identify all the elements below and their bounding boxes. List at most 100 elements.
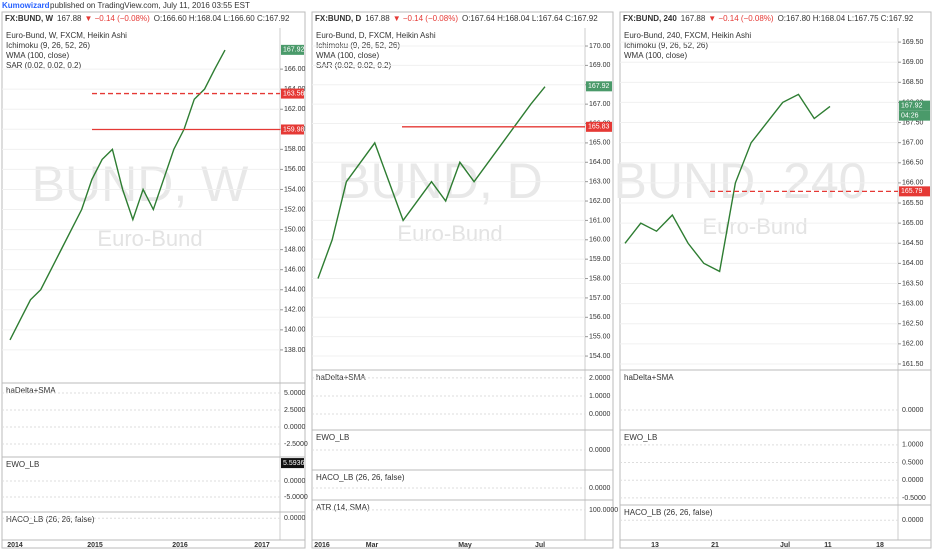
price-tag-label: 163.56 bbox=[283, 90, 305, 97]
ohlc: O:167.80 H:168.04 L:167.75 C:167.92 bbox=[778, 14, 914, 23]
y-tick-label: 169.00 bbox=[589, 62, 611, 69]
price-tag-label: 159.98 bbox=[283, 126, 305, 133]
y-tick-label: 100.0000 bbox=[589, 507, 618, 514]
y-tick-label: 0.0000 bbox=[284, 478, 306, 485]
pane-label: HACO_LB (26, 26, false) bbox=[624, 508, 713, 517]
y-tick-label: 138.00 bbox=[284, 347, 306, 354]
panel-frame bbox=[1, 11, 306, 549]
price-tag bbox=[281, 124, 304, 135]
y-tick-label: 154.00 bbox=[284, 186, 306, 193]
y-tick-label: 161.00 bbox=[589, 217, 611, 224]
price-line bbox=[9, 49, 226, 341]
price-tag-label: 167.92 bbox=[901, 102, 923, 109]
price-tag bbox=[899, 186, 930, 197]
last-price: 167.88 bbox=[57, 14, 82, 23]
y-tick-label: 170.00 bbox=[589, 43, 611, 50]
x-tick-label: 2016 bbox=[314, 542, 330, 549]
price-tag bbox=[281, 44, 304, 55]
pane-label: ATR (14, SMA) bbox=[316, 503, 370, 512]
x-tick-label: 21 bbox=[711, 542, 719, 549]
y-tick-label: 150.00 bbox=[284, 226, 306, 233]
author[interactable]: Kumowizard bbox=[2, 1, 50, 10]
y-tick-label: 165.00 bbox=[902, 220, 924, 227]
y-tick-label: 165.00 bbox=[589, 140, 611, 147]
y-tick-label: 162.00 bbox=[589, 198, 611, 205]
ohlc: O:166.60 H:168.04 L:166.60 C:167.92 bbox=[154, 14, 290, 23]
y-tick-label: -2.5000 bbox=[284, 441, 308, 448]
countdown: 04:26 bbox=[901, 112, 919, 119]
y-tick-label: 1.0000 bbox=[589, 393, 611, 400]
ohlc: O:167.64 H:168.04 L:167.64 C:167.92 bbox=[462, 14, 598, 23]
pane-label: HACO_LB (26, 26, false) bbox=[6, 515, 95, 524]
y-tick-label: 162.50 bbox=[902, 321, 924, 328]
y-tick-label: 167.00 bbox=[589, 101, 611, 108]
change: ▼ −0.14 (−0.08%) bbox=[84, 14, 150, 23]
y-tick-label: 152.00 bbox=[284, 206, 306, 213]
y-tick-label: 2.5000 bbox=[284, 407, 306, 414]
x-tick-label: Jul bbox=[535, 542, 545, 549]
pane-label: EWO_LB bbox=[624, 433, 657, 442]
study-label: SAR (0.02, 0.02, 0.2) bbox=[6, 61, 81, 70]
y-tick-label: 167.00 bbox=[902, 140, 924, 147]
y-tick-label: 144.00 bbox=[284, 287, 306, 294]
price-tag bbox=[281, 88, 304, 99]
watermark-sub: Euro-Bund bbox=[397, 221, 502, 246]
pane-label: EWO_LB bbox=[6, 460, 39, 469]
y-tick-label: 1.0000 bbox=[902, 442, 924, 449]
pane-label: EWO_LB bbox=[316, 433, 349, 442]
price-tag-label: 167.92 bbox=[588, 83, 610, 90]
study-label: Euro-Bund, W, FXCM, Heikin Ashi bbox=[6, 31, 127, 40]
y-tick-label: 0.5000 bbox=[902, 459, 924, 466]
x-tick-label: Jul bbox=[780, 542, 790, 549]
x-tick-label: 18 bbox=[876, 542, 884, 549]
y-tick-label: 158.00 bbox=[284, 146, 306, 153]
y-tick-label: 0.0000 bbox=[902, 477, 924, 484]
y-tick-label: 169.50 bbox=[902, 39, 924, 46]
y-tick-label: 156.00 bbox=[589, 314, 611, 321]
watermark: BUND, W bbox=[32, 156, 249, 212]
y-tick-label: 165.50 bbox=[902, 200, 924, 207]
price-tag-label: 165.83 bbox=[588, 124, 610, 131]
price-tag bbox=[586, 121, 612, 132]
y-tick-label: -0.5000 bbox=[902, 495, 926, 502]
watermark: BUND, 240 bbox=[614, 153, 867, 209]
x-tick-label: 2016 bbox=[172, 542, 188, 549]
y-tick-label: 166.00 bbox=[284, 66, 306, 73]
last-price: 167.88 bbox=[681, 14, 706, 23]
y-tick-label: 0.0000 bbox=[589, 447, 611, 454]
y-tick-label: 167.50 bbox=[902, 119, 924, 126]
y-tick-label: 164.00 bbox=[589, 159, 611, 166]
y-tick-label: 0.0000 bbox=[589, 485, 611, 492]
pane-label: haDelta+SMA bbox=[6, 386, 56, 395]
study-label: Euro-Bund, D, FXCM, Heikin Ashi bbox=[316, 31, 436, 40]
price-line bbox=[624, 93, 831, 273]
study-label: WMA (100, close) bbox=[316, 51, 379, 60]
pane-label: HACO_LB (26, 26, false) bbox=[316, 473, 405, 482]
study-label: WMA (100, close) bbox=[624, 51, 687, 60]
study-label: Euro-Bund, 240, FXCM, Heikin Ashi bbox=[624, 31, 751, 40]
price-tag-label: 167.92 bbox=[283, 47, 305, 54]
y-tick-label: 164.00 bbox=[902, 260, 924, 267]
y-tick-label: 142.00 bbox=[284, 307, 306, 314]
x-tick-label: Mar bbox=[366, 542, 379, 549]
symbol: FX:BUND, 240 bbox=[623, 14, 677, 23]
panel-frame bbox=[311, 11, 614, 549]
x-tick-label: May bbox=[458, 542, 472, 549]
panel-frame bbox=[619, 11, 932, 549]
y-tick-label: 140.00 bbox=[284, 327, 306, 334]
study-label: WMA (100, close) bbox=[6, 51, 69, 60]
y-tick-label: 2.0000 bbox=[589, 375, 611, 382]
x-tick-label: 2014 bbox=[7, 542, 23, 549]
change: ▼ −0.14 (−0.08%) bbox=[393, 14, 459, 23]
y-tick-label: 158.00 bbox=[589, 275, 611, 282]
y-tick-label: 155.00 bbox=[589, 334, 611, 341]
pane-label: haDelta+SMA bbox=[624, 373, 674, 382]
y-tick-label: 163.00 bbox=[902, 300, 924, 307]
y-tick-label: 0.0000 bbox=[284, 424, 306, 431]
y-tick-label: 159.00 bbox=[589, 256, 611, 263]
last-price: 167.88 bbox=[365, 14, 390, 23]
y-tick-label: 0.0000 bbox=[902, 407, 924, 414]
y-tick-label: 162.00 bbox=[284, 106, 306, 113]
